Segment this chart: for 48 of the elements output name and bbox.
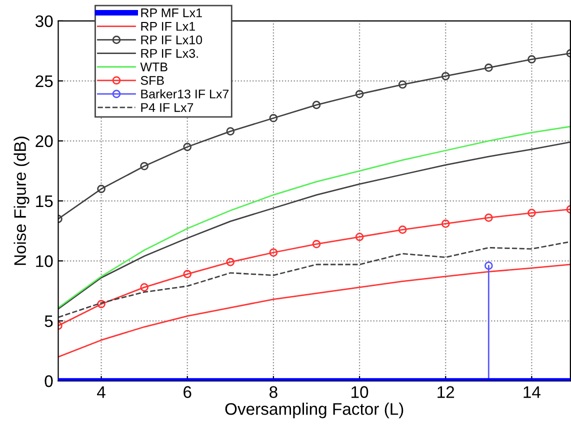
point <box>528 55 536 64</box>
y-tick-label: 0 <box>44 375 53 388</box>
legend-label: RP MF Lx1 <box>141 8 202 18</box>
point <box>355 90 364 98</box>
point <box>355 232 364 242</box>
y-tick-label: 20 <box>36 135 53 148</box>
line-series <box>58 264 570 358</box>
legend-label: SFB <box>140 76 164 85</box>
x-axis-title: Oversampling Factor (L) <box>225 402 404 418</box>
x-tick-label: 14 <box>524 386 540 398</box>
point <box>183 142 192 152</box>
point <box>398 80 407 89</box>
point <box>97 300 106 308</box>
legend-label: RP IF Lx10 <box>141 35 202 44</box>
point <box>441 72 450 80</box>
point <box>398 226 407 234</box>
point <box>528 208 536 218</box>
point <box>97 184 106 194</box>
y-tick-label: 5 <box>44 315 53 328</box>
point <box>140 162 148 170</box>
point <box>312 100 321 110</box>
y-tick-label: 10 <box>36 255 53 268</box>
legend-label: RP IF Lx1 <box>141 22 195 31</box>
point <box>140 283 148 292</box>
x-tick-label: 8 <box>270 386 278 398</box>
point <box>269 114 278 122</box>
legend-label: Barker13 IF Lx7 <box>141 89 229 98</box>
x-tick-label: 4 <box>97 386 106 398</box>
point <box>441 220 450 228</box>
y-tick-label: 15 <box>36 195 53 208</box>
point <box>269 248 278 257</box>
point <box>484 214 493 222</box>
y-axis-title: Noise Figure (dB) <box>14 136 30 265</box>
point <box>226 127 235 136</box>
point <box>484 262 493 270</box>
legend-label: WTB <box>140 62 168 72</box>
point <box>226 258 235 266</box>
x-tick-label: 10 <box>352 386 368 398</box>
point <box>484 64 493 72</box>
y-tick-label: 30 <box>35 15 53 28</box>
point <box>183 270 192 278</box>
x-tick-label: 12 <box>438 386 454 398</box>
y-tick-label: 25 <box>36 75 53 88</box>
legend-label: P4 IF Lx7 <box>141 103 194 112</box>
point <box>312 240 321 248</box>
legend-label: RP IF Lx3. <box>141 48 198 58</box>
line-series <box>58 241 570 318</box>
x-tick-label: 6 <box>184 386 192 398</box>
